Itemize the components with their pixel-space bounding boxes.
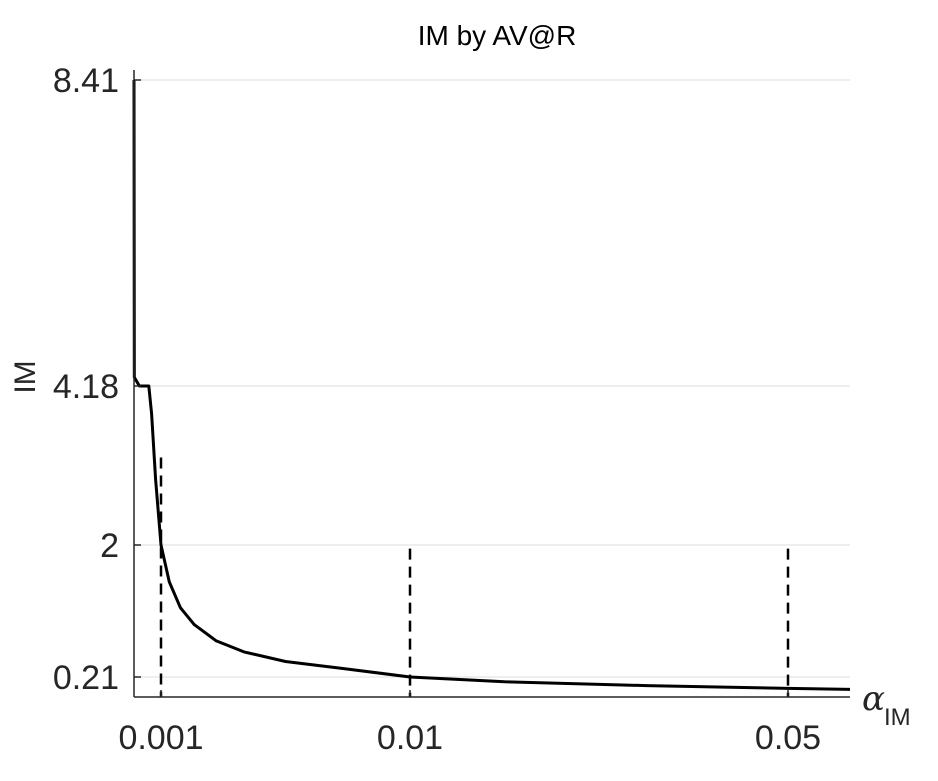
y-tick-label: 8.41 bbox=[53, 62, 119, 100]
series-layer bbox=[132, 79, 851, 691]
x-axis-label: α IM bbox=[862, 679, 911, 731]
y-axis-label: IM bbox=[9, 360, 42, 393]
x-tick-label: 0.05 bbox=[755, 719, 821, 757]
x-tick-label: 0.01 bbox=[377, 719, 443, 757]
y-tick-label: 2 bbox=[100, 527, 119, 565]
x-axis-label-symbol: α bbox=[862, 679, 885, 719]
chart-title: IM by AV@R bbox=[418, 20, 577, 51]
x-tick-label: 0.001 bbox=[118, 719, 203, 757]
reference-lines bbox=[159, 457, 790, 697]
axes bbox=[133, 70, 850, 698]
y-tick-label: 0.21 bbox=[53, 659, 119, 697]
tick-labels: 0.21 2 4.18 8.41 0.001 0.01 0.05 bbox=[53, 62, 821, 757]
series-line bbox=[132, 79, 851, 691]
y-tick-label: 4.18 bbox=[53, 368, 119, 406]
x-axis-label-subscript: IM bbox=[884, 704, 911, 731]
grid-lines bbox=[134, 79, 850, 678]
